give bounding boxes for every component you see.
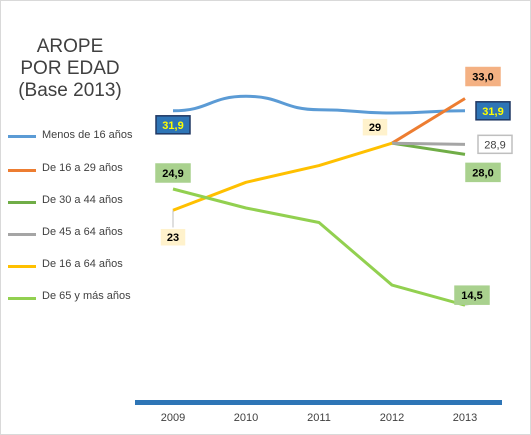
data-label: 28,0 bbox=[472, 167, 493, 179]
chart-title-line-2: POR EDAD bbox=[20, 58, 120, 79]
legend-label: De 16 a 64 años bbox=[42, 258, 123, 270]
data-label-box bbox=[465, 66, 501, 87]
data-label-box bbox=[155, 163, 191, 183]
data-label: 28,9 bbox=[484, 139, 505, 151]
legend-swatch bbox=[8, 201, 36, 204]
data-label-box bbox=[477, 134, 513, 155]
data-label: 33,0 bbox=[472, 72, 493, 84]
series-line-3 bbox=[391, 141, 466, 146]
x-tick-label: 2013 bbox=[452, 412, 478, 424]
series-line-1 bbox=[391, 97, 466, 145]
legend-label: De 30 a 44 años bbox=[42, 194, 123, 206]
legend-swatch bbox=[8, 135, 36, 138]
data-label: 24,9 bbox=[162, 168, 183, 180]
x-tick-label: 2012 bbox=[379, 412, 405, 424]
legend-label: De 16 a 29 años bbox=[42, 162, 123, 174]
legend-swatch bbox=[8, 169, 36, 172]
legend-label: Menos de 16 años bbox=[42, 129, 133, 141]
series-line-2 bbox=[391, 141, 466, 156]
legend-swatch bbox=[8, 265, 36, 268]
legend-swatch bbox=[8, 297, 36, 300]
data-label-box bbox=[361, 117, 389, 137]
chart-title-line-3: (Base 2013) bbox=[18, 80, 122, 101]
data-label: 14,5 bbox=[461, 290, 482, 302]
x-tick-label: 2010 bbox=[233, 412, 259, 424]
data-label-box bbox=[159, 227, 187, 247]
series-line-4 bbox=[172, 141, 393, 212]
data-label: 23 bbox=[167, 232, 179, 244]
series-line-5 bbox=[172, 187, 466, 307]
x-tick-label: 2009 bbox=[160, 412, 186, 424]
data-label: 29 bbox=[369, 122, 381, 134]
data-label-box bbox=[465, 162, 501, 183]
data-label-box bbox=[475, 101, 511, 121]
data-label: 31,9 bbox=[482, 106, 503, 118]
data-label-box bbox=[155, 115, 191, 135]
x-axis-line bbox=[135, 400, 502, 405]
series-line-0 bbox=[172, 94, 466, 115]
data-label: 31,9 bbox=[162, 120, 183, 132]
x-tick-label: 2011 bbox=[307, 412, 331, 424]
data-label-box bbox=[454, 285, 490, 305]
legend-label: De 45 a 64 años bbox=[42, 226, 123, 238]
legend-swatch bbox=[8, 233, 36, 236]
chart-title-line-1: AROPE bbox=[36, 36, 104, 57]
legend-label: De 65 y más años bbox=[42, 290, 131, 302]
